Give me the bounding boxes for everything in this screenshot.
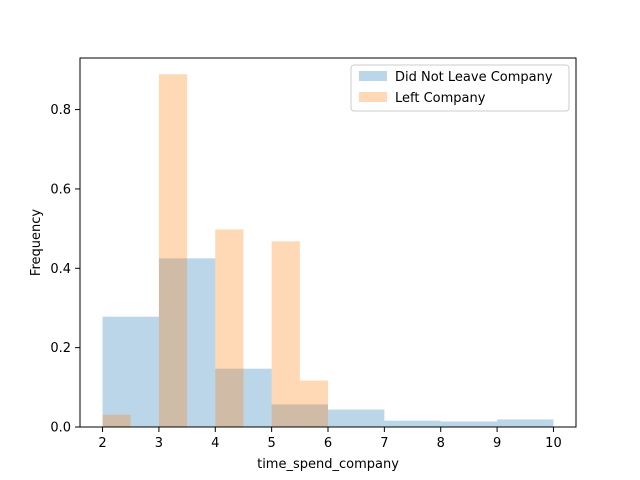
y-tick-label: 0.6 (50, 182, 71, 197)
bar-1-0 (102, 414, 131, 427)
plot-area (102, 74, 554, 428)
bar-1-7 (299, 380, 328, 427)
bar-1-6 (271, 241, 300, 427)
bar-0-5 (384, 420, 441, 427)
x-tick-label: 3 (155, 436, 163, 451)
bar-0-6 (440, 421, 498, 427)
x-axis-ticks: 2 3 4 5 6 7 8 9 10 (98, 427, 562, 451)
x-tick-label: 8 (437, 436, 445, 451)
x-tick-label: 4 (211, 436, 219, 451)
x-tick-label: 5 (267, 436, 275, 451)
x-tick-label: 10 (545, 436, 562, 451)
legend-box (350, 64, 570, 112)
x-tick-label: 2 (98, 436, 106, 451)
y-tick-label: 0.4 (50, 262, 71, 277)
x-tick-label: 6 (324, 436, 332, 451)
y-axis-label: Frequency (29, 209, 44, 276)
legend-swatch (359, 92, 387, 102)
x-tick-label: 9 (493, 436, 501, 451)
series-1 (102, 74, 328, 428)
x-tick-label: 7 (380, 436, 388, 451)
legend-item: Did Not Leave Company (359, 70, 553, 85)
bar-0-4 (328, 409, 385, 427)
y-tick-label: 0.0 (50, 421, 71, 436)
y-axis-ticks: 0.0 0.2 0.4 0.6 0.8 (50, 103, 80, 436)
legend-label: Left Company (395, 91, 486, 106)
bar-0-3 (271, 404, 328, 427)
y-tick-label: 0.2 (50, 341, 71, 356)
legend: Did Not Leave Company Left Company (350, 64, 570, 112)
legend-item: Left Company (359, 91, 486, 106)
bar-0-1 (158, 258, 216, 427)
bar-1-4 (215, 229, 244, 427)
bar-0-7 (497, 419, 554, 427)
legend-label: Did Not Leave Company (395, 70, 553, 85)
bar-0-0 (102, 316, 159, 427)
legend-swatch (359, 71, 387, 81)
x-axis-label: time_spend_company (257, 457, 399, 472)
bar-0-2 (215, 368, 272, 427)
series-0 (102, 258, 554, 427)
bar-1-2 (158, 74, 188, 428)
y-tick-label: 0.8 (50, 103, 71, 118)
